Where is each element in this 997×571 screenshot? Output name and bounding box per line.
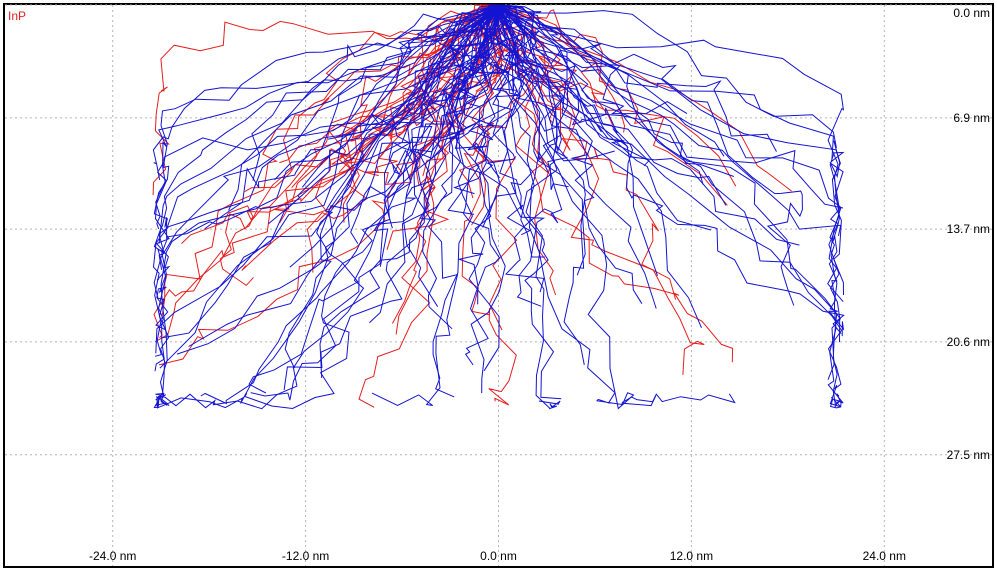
primary-trajectory xyxy=(498,4,643,304)
y-tick-label: 27.5 nm xyxy=(947,448,990,462)
x-tick-label: 12.0 nm xyxy=(670,549,713,563)
y-tick-label: 6.9 nm xyxy=(953,111,990,125)
primary-trajectory xyxy=(450,4,499,195)
primary-trajectory xyxy=(176,4,499,355)
primary-trajectory xyxy=(369,4,538,324)
material-label: InP xyxy=(8,9,26,23)
primary-trajectory xyxy=(498,4,844,343)
primary-trajectory xyxy=(251,4,499,181)
recoil-trajectory xyxy=(158,4,499,366)
primary-trajectory xyxy=(474,4,561,410)
primary-trajectory xyxy=(159,4,499,369)
primary-trajectory xyxy=(498,4,688,115)
primary-trajectory xyxy=(484,4,586,365)
primary-trajectory xyxy=(448,4,523,139)
primary-trajectory xyxy=(388,4,499,175)
primary-trajectory xyxy=(498,4,657,309)
primary-trajectory xyxy=(413,4,499,221)
primary-trajectory xyxy=(498,4,841,380)
primary-trajectory xyxy=(152,4,499,180)
recoil-trajectory xyxy=(306,4,499,273)
primary-trajectory xyxy=(480,4,629,149)
tick-labels: -24.0 nm -12.0 nm 0.0 nm 12.0 nm 24.0 nm 0.0 … xyxy=(89,6,990,563)
x-tick-label: -24.0 nm xyxy=(89,549,136,563)
x-tick-label: 24.0 nm xyxy=(863,549,906,563)
primary-trajectory xyxy=(283,4,499,391)
y-tick-label: 0.0 nm xyxy=(953,6,990,20)
primary-trajectory xyxy=(155,4,499,354)
x-tick-label: -12.0 nm xyxy=(282,549,329,563)
recoil-trajectory xyxy=(161,4,499,319)
primary-trajectory xyxy=(154,4,499,281)
primary-trajectory xyxy=(153,4,499,270)
recoil-trajectory xyxy=(241,4,499,271)
y-tick-label: 13.7 nm xyxy=(947,222,990,236)
primary-trajectory xyxy=(498,4,845,408)
primary-trajectory xyxy=(498,4,842,236)
primary-trajectory xyxy=(498,4,569,190)
primary-trajectory xyxy=(158,4,499,244)
primary-trajectory xyxy=(462,4,528,305)
primary-trajectory xyxy=(161,4,499,339)
primary-trajectory xyxy=(459,4,499,228)
primary-trajectory xyxy=(155,4,499,409)
primary-trajectory xyxy=(402,4,499,307)
primary-trajectory xyxy=(152,4,499,357)
primary-trajectory xyxy=(153,4,499,409)
primary-trajectory xyxy=(301,4,499,188)
primary-trajectory xyxy=(250,4,499,401)
primary-trajectory xyxy=(204,4,499,230)
y-tick-label: 20.6 nm xyxy=(947,335,990,349)
primary-trajectory xyxy=(244,4,499,410)
primary-trajectory xyxy=(498,4,843,408)
primary-trajectory xyxy=(498,4,569,293)
primary-trajectories xyxy=(152,4,845,410)
primary-trajectory xyxy=(422,4,499,330)
primary-trajectory xyxy=(498,4,842,409)
primary-trajectory xyxy=(498,4,558,258)
primary-trajectory xyxy=(498,4,777,152)
primary-trajectory xyxy=(154,4,499,372)
primary-trajectory xyxy=(228,4,499,211)
primary-trajectory xyxy=(498,4,736,406)
primary-trajectory xyxy=(153,4,499,407)
primary-trajectory xyxy=(482,4,546,307)
primary-trajectory xyxy=(498,4,657,410)
recoil-trajectory xyxy=(181,4,499,244)
x-tick-label: 0.0 nm xyxy=(480,549,517,563)
primary-trajectory xyxy=(457,4,517,366)
recoil-trajectory xyxy=(153,4,499,338)
recoil-trajectory xyxy=(152,4,499,196)
primary-trajectory xyxy=(498,4,712,231)
primary-trajectory xyxy=(498,4,845,337)
primary-trajectory xyxy=(155,4,499,230)
primary-trajectory xyxy=(498,4,803,306)
primary-trajectory xyxy=(498,4,562,400)
primary-trajectory xyxy=(156,4,499,410)
primary-trajectory xyxy=(498,4,704,185)
